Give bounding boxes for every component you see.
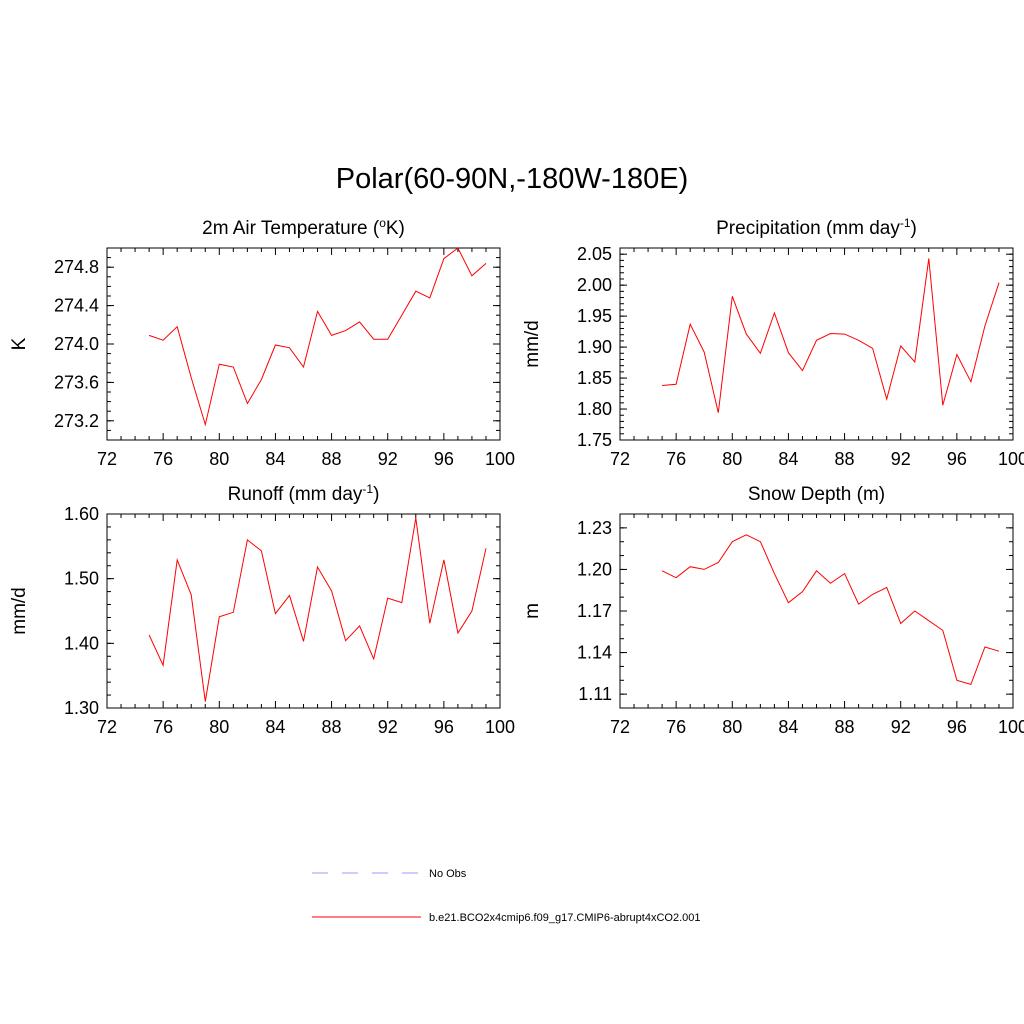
panel-title: Precipitation (mm day-1) xyxy=(716,216,917,239)
y-axis-label: K xyxy=(9,337,30,350)
panel-title-superscript: o xyxy=(379,216,386,230)
y-tick-label: 1.17 xyxy=(577,601,612,621)
x-tick-label: 100 xyxy=(485,449,515,469)
panel-title: Runoff (mm day-1) xyxy=(228,482,380,505)
y-tick-label: 273.2 xyxy=(54,411,99,431)
x-tick-label: 76 xyxy=(666,449,686,469)
y-tick-label: 274.4 xyxy=(54,296,99,316)
chart-panel-1: 72 76 80 84 88 92 96 100 1.75 1.80 1.85 1.90 1.95 2.0… xyxy=(522,216,1024,469)
y-tick-label: 1.75 xyxy=(577,430,612,450)
chart-panel-0: 72 76 80 84 88 92 96 100 273.2 273.6 274.0 274.4 274… xyxy=(9,216,515,469)
figure-title: Polar(60-90N,-180W-180E) xyxy=(335,163,689,195)
x-tick-label: 76 xyxy=(666,717,686,737)
x-tick-label: 92 xyxy=(891,717,911,737)
chart-panel-3: 72 76 80 84 88 92 96 100 1.11 1.14 1.17 1.20 1.23 m Sn… xyxy=(522,484,1024,737)
y-tick-label: 1.14 xyxy=(577,643,612,663)
y-axis-label: mm/d xyxy=(522,320,543,368)
x-tick-label: 100 xyxy=(485,717,515,737)
y-tick-label: 1.23 xyxy=(577,518,612,538)
x-tick-label: 88 xyxy=(835,717,855,737)
panel-title-tail: ) xyxy=(373,484,379,505)
y-tick-label: 274.0 xyxy=(54,334,99,354)
y-axis-label: mm/d xyxy=(9,587,30,635)
x-tick-label: 80 xyxy=(722,449,742,469)
y-tick-label: 2.00 xyxy=(577,275,612,295)
y-tick-label: 274.8 xyxy=(54,257,99,277)
chart-panel-2: 72 76 80 84 88 92 96 100 1.30 1.40 1.50 1.60 mm/d Run… xyxy=(9,482,515,737)
x-tick-label: 84 xyxy=(778,717,798,737)
x-tick-label: 96 xyxy=(947,717,967,737)
y-tick-label: 1.20 xyxy=(577,559,612,579)
y-tick-label: 1.40 xyxy=(64,633,99,653)
x-tick-label: 92 xyxy=(378,449,398,469)
legend: No Obs b.e21.BCO2x4cmip6.f09_g17.CMIP6-a… xyxy=(312,868,701,924)
y-tick-label: 1.11 xyxy=(578,684,612,704)
panel-title-main: Runoff (mm day xyxy=(228,484,363,505)
x-tick-label: 84 xyxy=(265,449,285,469)
x-tick-label: 72 xyxy=(610,449,630,469)
plot-frame xyxy=(106,513,501,709)
panel-title: 2m Air Temperature (oK) xyxy=(202,216,405,239)
panel-title-main: Snow Depth (m) xyxy=(748,484,885,505)
x-tick-label: 72 xyxy=(97,449,117,469)
x-tick-label: 100 xyxy=(998,717,1024,737)
y-tick-label: 1.95 xyxy=(577,306,612,326)
plot-frame xyxy=(619,247,1014,441)
x-tick-label: 88 xyxy=(322,717,342,737)
panel-title-superscript: -1 xyxy=(362,482,373,496)
series-line-0 xyxy=(661,534,1000,686)
x-tick-label: 88 xyxy=(322,449,342,469)
x-tick-label: 96 xyxy=(947,449,967,469)
x-tick-label: 96 xyxy=(434,449,454,469)
panel-title-tail: ) xyxy=(911,218,917,239)
x-tick-label: 92 xyxy=(891,449,911,469)
series-line-0 xyxy=(148,247,487,427)
x-tick-label: 92 xyxy=(378,717,398,737)
x-tick-label: 72 xyxy=(610,717,630,737)
legend-label-no-obs: No Obs xyxy=(429,868,467,880)
panel-title: Snow Depth (m) xyxy=(748,484,885,505)
x-tick-label: 80 xyxy=(722,717,742,737)
x-tick-label: 88 xyxy=(835,449,855,469)
y-tick-label: 1.30 xyxy=(64,698,99,718)
x-tick-label: 96 xyxy=(434,717,454,737)
x-tick-label: 76 xyxy=(153,717,173,737)
series-line-0 xyxy=(148,517,487,702)
x-tick-label: 72 xyxy=(97,717,117,737)
y-tick-label: 1.60 xyxy=(64,504,99,524)
plot-frame xyxy=(106,247,501,441)
x-tick-label: 100 xyxy=(998,449,1024,469)
x-tick-label: 84 xyxy=(778,449,798,469)
x-tick-label: 84 xyxy=(265,717,285,737)
panel-title-tail: K) xyxy=(386,218,405,239)
x-tick-label: 80 xyxy=(209,449,229,469)
y-tick-label: 1.50 xyxy=(64,569,99,589)
x-tick-label: 80 xyxy=(209,717,229,737)
panel-title-main: 2m Air Temperature ( xyxy=(202,218,380,239)
series-line-0 xyxy=(662,258,1000,413)
y-tick-label: 1.90 xyxy=(577,337,612,357)
panel-title-main: Precipitation (mm day xyxy=(716,218,900,239)
chart-panels: 72 76 80 84 88 92 96 100 273.2 273.6 274.0 274.4 274… xyxy=(9,216,1024,737)
panel-title-superscript: -1 xyxy=(900,216,911,230)
y-tick-label: 1.80 xyxy=(577,399,612,419)
plot-frame xyxy=(619,513,1014,709)
y-tick-label: 2.05 xyxy=(577,244,612,264)
legend-label-experiment: b.e21.BCO2x4cmip6.f09_g17.CMIP6-abrupt4x… xyxy=(429,912,701,924)
y-tick-label: 1.85 xyxy=(577,368,612,388)
x-tick-label: 76 xyxy=(153,449,173,469)
y-axis-label: m xyxy=(522,603,543,619)
y-tick-label: 273.6 xyxy=(54,372,99,392)
